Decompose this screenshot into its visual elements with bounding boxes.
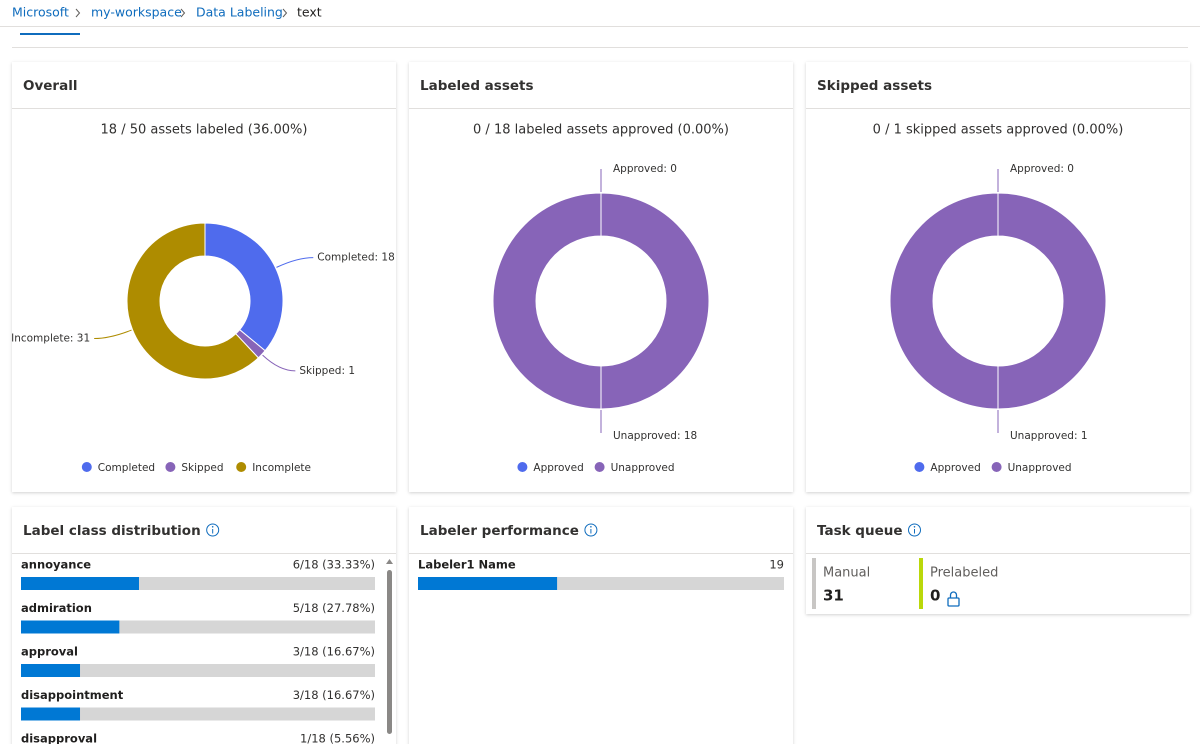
legend-entry: Skipped <box>181 462 223 474</box>
queue-label: Manual <box>823 566 870 581</box>
queue-accent <box>919 558 923 609</box>
donut-slice <box>204 222 284 352</box>
bar-label: disappointment <box>21 688 124 702</box>
bar-label: disapproval <box>21 732 97 744</box>
lock-icon-shackle <box>949 591 958 598</box>
info-icon-dot <box>211 526 214 528</box>
legend-entry: Unapproved <box>1008 462 1072 474</box>
legend-entry: Incomplete <box>252 462 311 474</box>
donut-slice <box>492 192 710 410</box>
queue-accent <box>812 558 816 609</box>
card-title: Task queue <box>817 523 903 539</box>
info-icon-dot <box>913 526 916 528</box>
card-title: Label class distribution <box>23 523 201 539</box>
bar-value: 3/18 (16.67%) <box>293 688 375 702</box>
card-title: Labeled assets <box>420 78 534 94</box>
bar-track <box>21 707 375 721</box>
bar-label: annoyance <box>21 558 91 572</box>
legend-swatch <box>594 462 605 472</box>
info-icon-dot <box>590 526 592 528</box>
data-label: Incomplete: 31 <box>11 333 90 345</box>
legend-entry: Unapproved <box>611 462 675 474</box>
bar-label: approval <box>21 645 78 659</box>
breadcrumb-chevron <box>282 8 288 18</box>
bar <box>21 707 81 721</box>
data-label: Approved: 0 <box>613 163 677 175</box>
bar-label: admiration <box>21 601 92 615</box>
queue-count: 0 <box>930 587 940 605</box>
bar-value: 1/18 (5.56%) <box>300 732 375 744</box>
legend-entry: Approved <box>930 462 980 474</box>
info-icon[interactable] <box>584 523 598 537</box>
legend-entry: Completed <box>98 462 155 474</box>
data-label: Unapproved: 1 <box>1010 430 1088 442</box>
card <box>12 62 396 492</box>
data-label: Unapproved: 18 <box>613 430 697 442</box>
active-tab-indicator <box>20 33 80 35</box>
info-icon[interactable] <box>908 523 921 537</box>
scroll-up-arrow[interactable] <box>386 559 393 564</box>
breadcrumb-chevron <box>75 8 81 18</box>
legend-swatch <box>914 462 925 472</box>
bar-label: Labeler1 Name <box>418 558 516 572</box>
legend-entry: Approved <box>533 462 583 474</box>
card-title: Overall <box>23 78 77 94</box>
leader-line <box>94 329 132 340</box>
breadcrumb-item[interactable]: Data Labeling <box>196 5 283 20</box>
breadcrumb-chevron <box>180 8 186 18</box>
legend-swatch <box>165 462 176 472</box>
legend-swatch <box>236 462 247 472</box>
breadcrumb-item: text <box>297 5 322 20</box>
bar <box>418 577 558 590</box>
legend-swatch <box>991 462 1002 472</box>
data-label: Completed: 18 <box>317 252 395 264</box>
legend-swatch <box>81 462 92 472</box>
legend-swatch <box>517 462 528 472</box>
queue-count: 31 <box>823 587 844 605</box>
bar <box>21 664 81 677</box>
card-title: Labeler performance <box>420 523 579 539</box>
bar-track <box>21 664 375 677</box>
bar-value: 5/18 (27.78%) <box>293 601 375 615</box>
leader-line <box>276 257 314 268</box>
queue-label: Prelabeled <box>930 566 998 581</box>
data-label: Approved: 0 <box>1010 163 1074 175</box>
card-title: Skipped assets <box>817 78 932 94</box>
leader-line <box>262 354 296 372</box>
breadcrumb-item[interactable]: my-workspace <box>91 5 182 20</box>
chart-subtitle: 0 / 1 skipped assets approved (0.00%) <box>873 123 1124 138</box>
bar-value: 6/18 (33.33%) <box>293 558 375 572</box>
breadcrumb-item[interactable]: Microsoft <box>12 5 69 20</box>
info-icon[interactable] <box>206 523 220 537</box>
donut-slice <box>126 222 260 380</box>
data-label: Skipped: 1 <box>299 365 355 377</box>
donut-slice <box>889 192 1107 410</box>
card <box>806 507 1190 614</box>
scrollbar-thumb[interactable] <box>387 570 392 734</box>
bar <box>21 620 120 634</box>
bar-value: 19 <box>769 558 784 572</box>
bar <box>21 577 139 590</box>
chart-subtitle: 0 / 18 labeled assets approved (0.00%) <box>473 123 729 138</box>
lock-icon-body[interactable] <box>947 597 960 607</box>
card <box>409 507 793 744</box>
bar-value: 3/18 (16.67%) <box>293 645 375 659</box>
chart-subtitle: 18 / 50 assets labeled (36.00%) <box>101 123 308 138</box>
